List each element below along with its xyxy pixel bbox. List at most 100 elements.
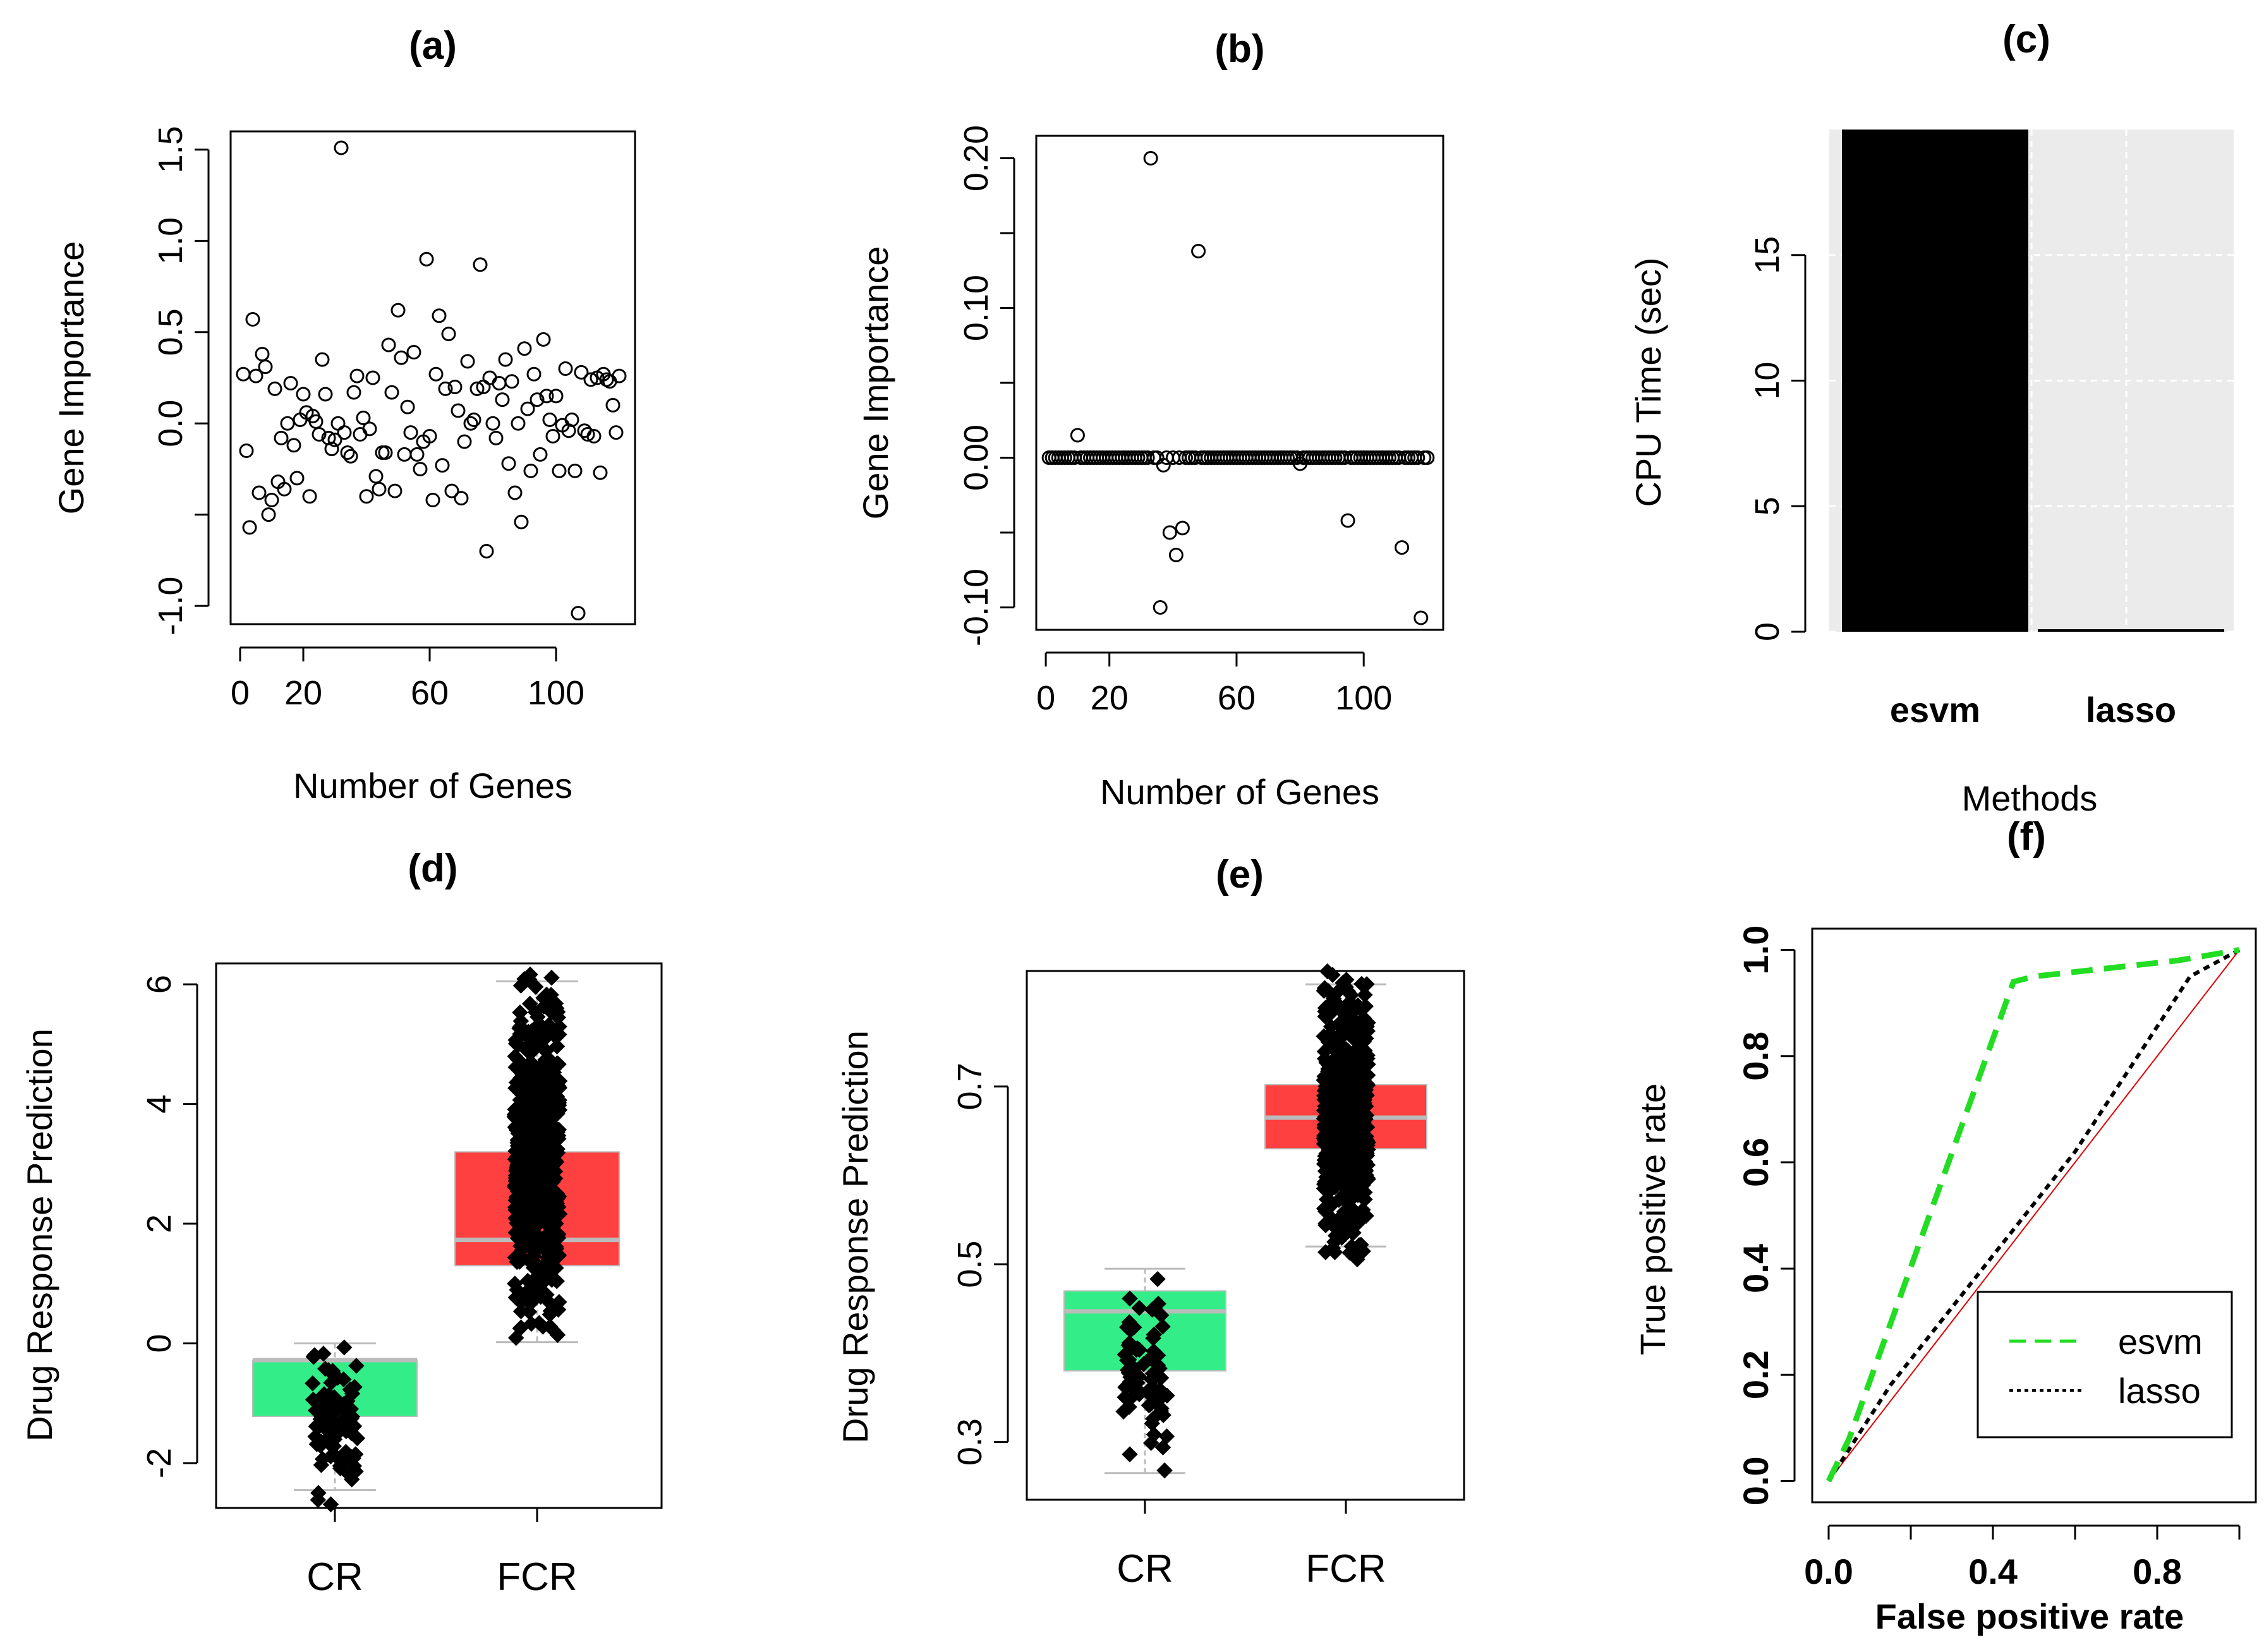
panel-a-point (419, 251, 434, 267)
panel-d-FCR-point (543, 969, 560, 986)
panel-b-point (1162, 525, 1177, 540)
panel-a: (a) 0 20 60 100 -1.0 0.0 0.5 1.0 1.5 Number of … (51, 24, 636, 805)
panel-a-point (324, 442, 339, 457)
panel-a-point (390, 303, 406, 318)
panel-a-point (327, 432, 342, 447)
panel-a-plot-frame (229, 130, 636, 625)
panel-b-point (1140, 450, 1155, 465)
panel-a-point (583, 372, 598, 387)
panel-c-y-tick-label: 5 (1748, 497, 1786, 515)
panel-a-point (564, 412, 579, 427)
panel-a-point (485, 416, 500, 431)
panel-b-point (1143, 151, 1158, 166)
panel-a-point (608, 425, 624, 440)
panel-a-point (394, 350, 409, 365)
panel-a-point (274, 430, 289, 445)
panel-d-y-tick-label: 6 (140, 975, 178, 994)
panel-a-point (397, 447, 412, 462)
legend-esvm-label: esvm (2118, 1322, 2203, 1361)
panel-a-point (507, 485, 523, 500)
panel-a-point (365, 370, 380, 385)
panel-e-y-tick-label: 0.7 (951, 1063, 989, 1110)
bar-esvm (1842, 130, 2028, 632)
panel-a-point (571, 606, 586, 621)
panel-d-ylabel: Drug Response Prediction (20, 1028, 59, 1442)
panel-a-point (511, 416, 526, 431)
panel-b-y-axis: -0.10 0.00 0.10 0.20 (957, 125, 1015, 646)
panel-c-y-tick-label: 15 (1748, 236, 1786, 274)
panel-e-ylabel: Drug Response Prediction (835, 1030, 875, 1444)
panel-a-point (438, 381, 453, 396)
panel-a-point (296, 387, 311, 402)
panel-f-line-lasso (1827, 948, 2241, 1482)
panel-e-CR-point (1156, 1462, 1173, 1479)
panel-a-point (318, 387, 333, 402)
panel-d-plot-frame (215, 962, 663, 1509)
panel-a-point (334, 140, 349, 155)
legend-lasso-label: lasso (2118, 1371, 2201, 1411)
panel-a-point (381, 337, 396, 353)
panel-a-xlabel: Number of Genes (293, 766, 572, 805)
panel-f-y-tick-label: 0.6 (1736, 1138, 1776, 1187)
panel-b-point (1156, 457, 1171, 473)
panel-f-y-tick-label: 0.4 (1736, 1244, 1776, 1293)
panel-a-point (441, 327, 456, 342)
panel-a-point (359, 489, 374, 504)
panel-a-point (463, 416, 478, 431)
panel-e-plot-frame (1026, 970, 1465, 1501)
panel-a-point (460, 354, 475, 369)
panel-f-lines (1825, 947, 2241, 1483)
panel-b-x-tick-label: 0 (1036, 679, 1055, 717)
panel-b-y-tick-label: 0.00 (957, 425, 995, 491)
panel-b-y-tick-label: -0.10 (957, 569, 995, 646)
panel-a-x-tick-label: 100 (528, 674, 584, 712)
panel-a-point (517, 341, 532, 356)
panel-b-point (1070, 428, 1085, 443)
panel-f-y-tick-label: 0.2 (1736, 1350, 1776, 1399)
panel-a-point (451, 403, 466, 418)
panel-a-point (400, 399, 415, 414)
panel-a-point (251, 485, 267, 500)
panel-a-point (362, 421, 377, 437)
panel-a-point (533, 447, 548, 462)
panel-b-title: (b) (1214, 27, 1264, 71)
panel-c-x-axis: esvm lasso (1890, 690, 2176, 730)
panel-a-point (403, 425, 418, 440)
panel-a-y-tick-label: -1.0 (152, 577, 190, 636)
panel-a-point (530, 392, 545, 407)
panel-a-points (236, 140, 627, 621)
panel-a-point (444, 483, 459, 498)
panel-f-y-tick-label: 1.0 (1736, 925, 1776, 975)
panel-b-y-tick-label: 0.10 (957, 275, 995, 341)
panel-a-point (387, 483, 403, 498)
panel-a-point (542, 412, 557, 427)
panel-f-y-tick-label: 0.8 (1736, 1032, 1776, 1081)
panel-f-title: (f) (2007, 815, 2046, 859)
panel-a-point (413, 461, 428, 476)
panel-b-ylabel: Gene Importance (856, 246, 895, 520)
panel-a-point (353, 427, 368, 442)
panel-d-x-axis: CR FCR (306, 1508, 578, 1599)
panel-a-x-tick-label: 0 (231, 674, 250, 712)
panel-f-ylabel: True positive rate (1633, 1083, 1673, 1356)
panel-a-point (258, 359, 273, 375)
panel-a-point (337, 425, 352, 440)
panel-a-point (488, 430, 504, 445)
panel-a-x-tick-label: 20 (284, 674, 322, 712)
panel-b-point (1413, 610, 1429, 625)
panel-b-point (1191, 243, 1206, 258)
panel-a-point (315, 352, 330, 367)
panel-d-CR-point (322, 1496, 339, 1512)
panel-a-point (479, 543, 494, 558)
panel-a-point (283, 376, 298, 391)
panel-a-point (605, 397, 620, 413)
panel-a-point (567, 463, 583, 478)
panel-a-point (612, 368, 627, 383)
panel-a-point (495, 392, 510, 407)
panel-b-point (1410, 450, 1426, 465)
panel-a-point (248, 368, 263, 383)
panel-c-bars (1842, 130, 2224, 632)
panel-a-point (343, 449, 358, 464)
panel-f-legend: esvm lasso (1976, 1291, 2233, 1438)
